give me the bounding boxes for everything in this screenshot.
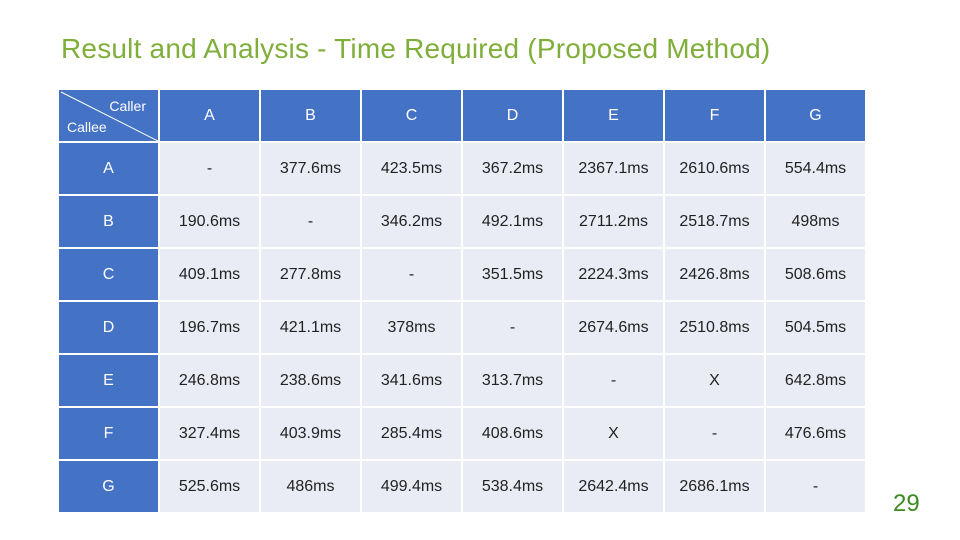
table-cell: 2367.1ms bbox=[564, 143, 663, 196]
row-header: F bbox=[59, 408, 158, 461]
table-cell: 498ms bbox=[766, 196, 865, 249]
column-header: G bbox=[766, 90, 865, 143]
table-cell: 538.4ms bbox=[463, 461, 562, 514]
table-row: C 409.1ms 277.8ms - 351.5ms 2224.3ms 242… bbox=[59, 249, 865, 302]
row-header: A bbox=[59, 143, 158, 196]
table-row: D 196.7ms 421.1ms 378ms - 2674.6ms 2510.… bbox=[59, 302, 865, 355]
diagonal-divider bbox=[60, 91, 158, 141]
table-cell: X bbox=[564, 408, 663, 461]
table-row: B 190.6ms - 346.2ms 492.1ms 2711.2ms 251… bbox=[59, 196, 865, 249]
table-cell: 190.6ms bbox=[160, 196, 259, 249]
table-cell: 642.8ms bbox=[766, 355, 865, 408]
table-cell: - bbox=[261, 196, 360, 249]
row-header: B bbox=[59, 196, 158, 249]
table-cell: 2686.1ms bbox=[665, 461, 764, 514]
table-cell: 525.6ms bbox=[160, 461, 259, 514]
table-cell: 504.5ms bbox=[766, 302, 865, 355]
table-cell: 246.8ms bbox=[160, 355, 259, 408]
table-cell: - bbox=[362, 249, 461, 302]
table-cell: - bbox=[665, 408, 764, 461]
table-cell: 285.4ms bbox=[362, 408, 461, 461]
table-cell: 2711.2ms bbox=[564, 196, 663, 249]
table-cell: 486ms bbox=[261, 461, 360, 514]
table-row: F 327.4ms 403.9ms 285.4ms 408.6ms X - 47… bbox=[59, 408, 865, 461]
table-cell: 423.5ms bbox=[362, 143, 461, 196]
table-cell: 408.6ms bbox=[463, 408, 562, 461]
caller-label: Caller bbox=[109, 98, 146, 114]
table-cell: 554.4ms bbox=[766, 143, 865, 196]
table-cell: 508.6ms bbox=[766, 249, 865, 302]
corner-cell: Caller Callee bbox=[59, 90, 158, 143]
column-header: E bbox=[564, 90, 663, 143]
row-header: G bbox=[59, 461, 158, 514]
table-cell: 327.4ms bbox=[160, 408, 259, 461]
table-cell: 409.1ms bbox=[160, 249, 259, 302]
table-cell: - bbox=[564, 355, 663, 408]
table-cell: 2642.4ms bbox=[564, 461, 663, 514]
table-cell: 2518.7ms bbox=[665, 196, 764, 249]
table-row: E 246.8ms 238.6ms 341.6ms 313.7ms - X 64… bbox=[59, 355, 865, 408]
time-required-table: Caller Callee A B C D E F G A - 377.6ms … bbox=[57, 90, 867, 514]
table-cell: - bbox=[463, 302, 562, 355]
table-cell: 2510.8ms bbox=[665, 302, 764, 355]
page-number: 29 bbox=[893, 490, 920, 517]
table-cell: 341.6ms bbox=[362, 355, 461, 408]
table-cell: - bbox=[160, 143, 259, 196]
table-cell: 277.8ms bbox=[261, 249, 360, 302]
table-cell: 2426.8ms bbox=[665, 249, 764, 302]
table-row: A - 377.6ms 423.5ms 367.2ms 2367.1ms 261… bbox=[59, 143, 865, 196]
table-cell: 378ms bbox=[362, 302, 461, 355]
table-cell: 2610.6ms bbox=[665, 143, 764, 196]
table-cell: 421.1ms bbox=[261, 302, 360, 355]
row-header: C bbox=[59, 249, 158, 302]
table-row: G 525.6ms 486ms 499.4ms 538.4ms 2642.4ms… bbox=[59, 461, 865, 514]
row-header: D bbox=[59, 302, 158, 355]
table-cell: 377.6ms bbox=[261, 143, 360, 196]
table-cell: 492.1ms bbox=[463, 196, 562, 249]
callee-label: Callee bbox=[67, 119, 107, 135]
column-header: C bbox=[362, 90, 461, 143]
column-header: F bbox=[665, 90, 764, 143]
column-header: D bbox=[463, 90, 562, 143]
table-cell: 476.6ms bbox=[766, 408, 865, 461]
header-row: Caller Callee A B C D E F G bbox=[59, 90, 865, 143]
column-header: B bbox=[261, 90, 360, 143]
column-header: A bbox=[160, 90, 259, 143]
table-cell: 313.7ms bbox=[463, 355, 562, 408]
table-cell: 2674.6ms bbox=[564, 302, 663, 355]
table-cell: 499.4ms bbox=[362, 461, 461, 514]
table-cell: 196.7ms bbox=[160, 302, 259, 355]
table-cell: 238.6ms bbox=[261, 355, 360, 408]
table-cell: X bbox=[665, 355, 764, 408]
table-cell: 2224.3ms bbox=[564, 249, 663, 302]
table-cell: 403.9ms bbox=[261, 408, 360, 461]
table-cell: 346.2ms bbox=[362, 196, 461, 249]
table-cell: 351.5ms bbox=[463, 249, 562, 302]
table-cell: - bbox=[766, 461, 865, 514]
slide-title: Result and Analysis - Time Required (Pro… bbox=[61, 33, 771, 64]
row-header: E bbox=[59, 355, 158, 408]
table-cell: 367.2ms bbox=[463, 143, 562, 196]
